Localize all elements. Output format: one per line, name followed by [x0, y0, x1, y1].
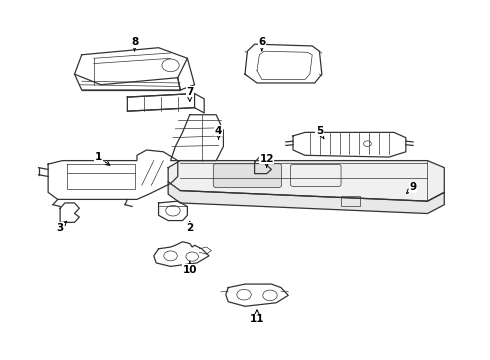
FancyBboxPatch shape — [213, 164, 281, 188]
Text: 1: 1 — [95, 152, 110, 165]
Text: 11: 11 — [250, 310, 264, 324]
Text: 3: 3 — [56, 221, 67, 233]
Text: 8: 8 — [131, 37, 138, 51]
Text: 6: 6 — [258, 37, 266, 51]
Text: 12: 12 — [259, 154, 274, 167]
Bar — [341, 196, 360, 207]
Text: 9: 9 — [407, 182, 416, 193]
Text: 5: 5 — [316, 126, 324, 139]
Polygon shape — [168, 161, 444, 201]
Polygon shape — [168, 182, 444, 213]
Text: 4: 4 — [215, 126, 222, 139]
Text: 2: 2 — [186, 221, 194, 233]
Text: 7: 7 — [186, 87, 194, 101]
Text: 10: 10 — [183, 262, 197, 275]
